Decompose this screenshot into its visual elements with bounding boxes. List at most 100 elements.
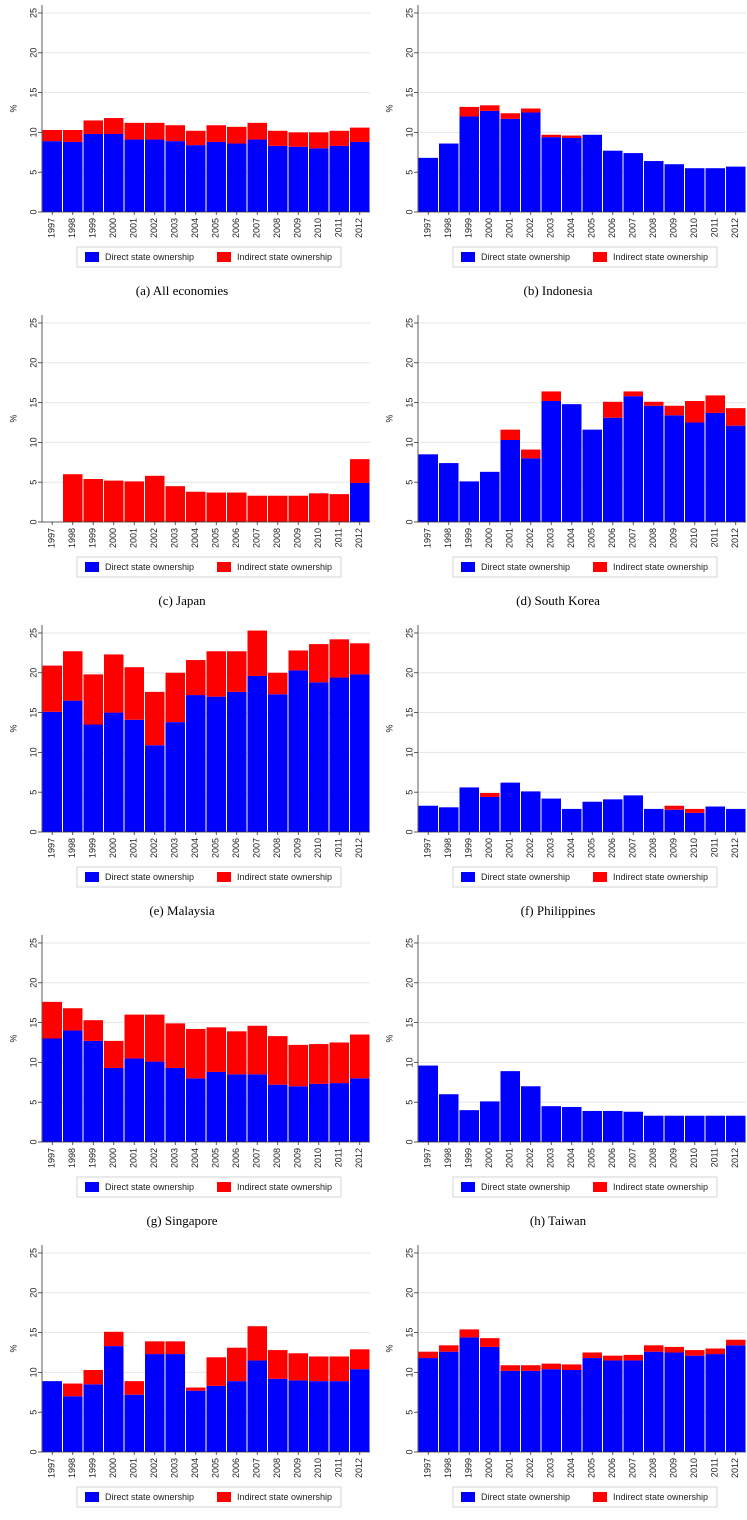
bar-segment [439,807,459,832]
bar-segment [582,1352,602,1359]
y-tick-label: 5 [28,1410,38,1415]
y-tick-label: 10 [28,127,38,137]
bar-segment [309,644,329,683]
x-tick-label: 1997 [423,1458,433,1478]
bar-segment [521,1365,541,1371]
y-axis-title: % [8,1034,18,1042]
x-tick-label: 2003 [546,1148,556,1168]
bar-segment [623,1354,643,1361]
bar-segment [480,110,500,212]
bar-segment [288,132,308,147]
x-tick-label: 2002 [149,218,159,238]
bar-segment [227,1347,247,1382]
legend-label: Direct state ownership [481,1492,570,1502]
y-tick-label: 20 [404,1288,414,1298]
y-tick-label: 10 [28,1057,38,1067]
y-tick-label: 5 [28,480,38,485]
x-tick-label: 2010 [313,218,323,238]
bar-segment [623,391,643,397]
bar-segment [288,495,308,522]
bar-segment [521,108,541,113]
bar-segment [104,480,124,522]
x-tick-label: 2010 [689,1458,699,1478]
y-axis-title: % [384,414,394,422]
x-tick-label: 2010 [689,838,699,858]
bar-segment [83,1384,103,1452]
panel-caption: (a) All economies [136,283,228,298]
legend-label: Direct state ownership [481,1182,570,1192]
x-tick-label: 2008 [648,528,658,548]
bar-segment [603,417,623,522]
bar-segment [247,495,267,522]
panel-caption: (f) Philippines [521,903,596,918]
bar-segment [288,1380,308,1452]
x-tick-label: 2006 [231,528,241,548]
x-tick-label: 2011 [334,838,344,857]
bar-segment [247,122,267,140]
bar-segment [541,1363,561,1370]
bar-segment [582,1110,602,1142]
bar-segment [644,1345,664,1352]
legend-swatch [593,252,607,262]
bar-segment [268,130,288,146]
legend-box [76,556,342,578]
bar-segment [227,1381,247,1452]
bar-segment [165,1354,185,1452]
bar-segment [664,1115,684,1142]
bar-segment [165,722,185,832]
bar-segment [42,1381,62,1452]
bar-segment [726,1345,746,1452]
bar-segment [685,422,705,522]
legend-swatch [85,562,99,572]
bar-segment [268,1350,288,1379]
bar-segment [104,1331,124,1347]
bar-segment [644,1115,664,1142]
legend-swatch [217,252,231,262]
legend-box [452,556,718,578]
bar-segment [418,1065,438,1142]
y-tick-label: 10 [28,747,38,757]
bar-segment [145,1061,165,1142]
x-tick-label: 1998 [443,528,453,548]
bar-segment [439,463,459,522]
bar-segment [309,148,329,212]
bar-segment [104,1067,124,1142]
bar-segment [206,1357,226,1386]
x-tick-label: 2003 [170,218,180,238]
bar-segment [42,711,62,832]
bar-segment [562,1106,582,1142]
legend-swatch [461,562,475,572]
x-tick-label: 1998 [67,1148,77,1168]
bar-segment [104,654,124,713]
x-tick-label: 2008 [648,838,658,858]
bar-segment [705,395,725,413]
x-tick-label: 2009 [293,218,303,238]
x-tick-label: 2012 [730,218,740,238]
y-tick-label: 5 [404,1410,414,1415]
bar-segment [562,404,582,522]
y-tick-label: 10 [404,127,414,137]
bar-segment [541,391,561,401]
bar-segment [309,1083,329,1142]
x-tick-label: 2009 [293,1458,303,1478]
bar-segment [521,458,541,522]
bar-segment [63,1030,83,1142]
bar-segment [186,695,206,832]
x-tick-label: 1999 [88,528,98,548]
legend-label: Indirect state ownership [613,562,708,572]
legend-swatch [593,562,607,572]
bar-segment [329,677,349,832]
bar-segment [603,1360,623,1452]
bar-segment [664,405,684,416]
bar-segment [268,495,288,522]
bar-segment [206,125,226,142]
y-axis-title: % [8,104,18,112]
x-tick-label: 2007 [252,528,262,548]
bar-segment [726,1115,746,1142]
x-tick-label: 2004 [566,838,576,858]
legend-swatch [85,252,99,262]
bar-segment [480,796,500,832]
x-tick-label: 2001 [129,1458,139,1478]
bar-segment [329,145,349,212]
bar-segment [644,161,664,212]
